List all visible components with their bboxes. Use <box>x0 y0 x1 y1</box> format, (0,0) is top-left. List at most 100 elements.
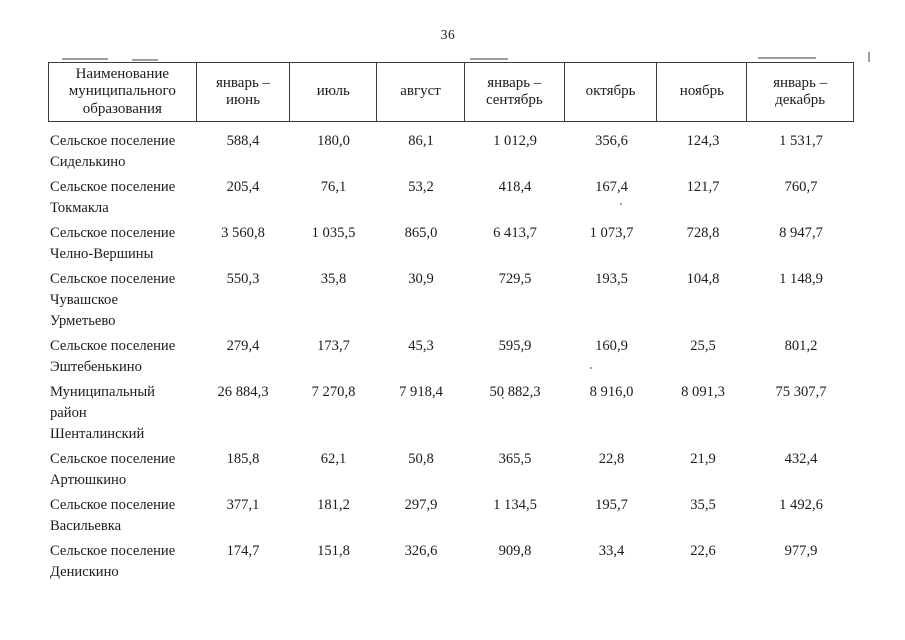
value-cell: 33,4 <box>598 543 625 559</box>
value-cell: 75 307,7 <box>775 384 827 400</box>
column-header-july: июль <box>290 63 378 121</box>
value-cell: 86,1 <box>408 133 434 149</box>
scan-artifact <box>758 57 816 59</box>
municipality-name-cell: Сельское поселение Васильевка <box>50 497 176 534</box>
table-body: Сельское поселение Сиделькино 588,4 180,0 8… <box>48 122 854 583</box>
value-cell: 1 134,5 <box>493 497 537 513</box>
table-row: Сельское поселение Сиделькино 588,4 180,0 8… <box>48 131 854 173</box>
page-number: 36 <box>440 27 456 42</box>
table-row: Сельское поселение Челно-Вершины 3 560,8 1… <box>48 223 854 265</box>
municipality-name-cell: Сельское поселение Токмакла <box>50 179 176 216</box>
municipality-name-cell: Сельское поселение Денискино <box>50 543 176 580</box>
value-cell: 160,9 <box>595 338 628 354</box>
scan-artifact <box>132 59 158 61</box>
value-cell: 181,2 <box>317 497 350 513</box>
value-cell: 356,6 <box>595 133 628 149</box>
value-cell: 8 091,3 <box>681 384 725 400</box>
value-cell: 801,2 <box>784 338 818 354</box>
scan-speck <box>620 203 622 205</box>
scan-artifact <box>868 52 870 62</box>
value-cell: 76,1 <box>320 179 347 195</box>
value-cell: 1 012,9 <box>493 133 537 149</box>
municipality-name-cell: Сельское поселение Эштебенькино <box>50 338 176 375</box>
table-row: Сельское поселение Чувашское Урметьево 55… <box>48 269 854 332</box>
scan-artifact <box>470 58 508 60</box>
value-cell: 432,4 <box>784 451 818 467</box>
value-cell: 22,8 <box>598 451 625 467</box>
column-header-october: октябрь <box>565 63 658 121</box>
table-row: Сельское поселение Токмакла 205,4 76,1 53,2… <box>48 177 854 219</box>
value-cell: 279,4 <box>226 338 260 354</box>
value-cell: 173,7 <box>317 338 350 354</box>
value-cell: 7 918,4 <box>399 384 443 400</box>
value-cell: 21,9 <box>690 451 716 467</box>
value-cell: 167,4 <box>595 179 628 195</box>
value-cell: 8 916,0 <box>589 384 634 400</box>
value-cell: 909,8 <box>498 543 532 559</box>
value-cell: 3 560,8 <box>221 225 265 241</box>
scan-speck <box>590 367 592 369</box>
municipality-name-cell: Сельское поселение Челно-Вершины <box>50 225 176 262</box>
value-cell: 195,7 <box>595 497 628 513</box>
value-cell: 185,8 <box>226 451 260 467</box>
value-cell: 1 531,7 <box>779 133 823 149</box>
value-cell: 1 073,7 <box>589 225 634 241</box>
value-cell: 6 413,7 <box>493 225 537 241</box>
value-cell: 53,2 <box>408 179 434 195</box>
column-header-january-june: январь – июнь <box>197 63 291 121</box>
value-cell: 977,9 <box>784 543 818 559</box>
value-cell: 30,9 <box>408 271 434 287</box>
value-cell: 205,4 <box>226 179 260 195</box>
column-header-municipality-name: Наименование муниципального образования <box>49 63 197 121</box>
value-cell: 174,7 <box>226 543 260 559</box>
municipality-name-cell: Сельское поселение Чувашское Урметьево <box>50 271 176 329</box>
value-cell: 550,3 <box>226 271 260 287</box>
table-row: Сельское поселение Васильевка 377,1 181,2 2… <box>48 495 854 537</box>
value-cell: 35,5 <box>690 497 716 513</box>
value-cell: 1 492,6 <box>779 497 823 513</box>
value-cell: 326,6 <box>404 543 438 559</box>
value-cell: 7 270,8 <box>311 384 356 400</box>
table-row: Сельское поселение Денискино 174,7 151,8 32… <box>48 541 854 583</box>
municipal-finance-table: Наименование муниципального образования … <box>48 62 854 587</box>
value-cell: 180,0 <box>317 133 350 149</box>
value-cell: 365,5 <box>498 451 532 467</box>
value-cell: 760,7 <box>784 179 818 195</box>
value-cell: 121,7 <box>686 179 720 195</box>
value-cell: 35,8 <box>320 271 347 287</box>
table-row: Муниципальный район Шенталинский 26 884,3… <box>48 382 854 445</box>
value-cell: 595,9 <box>498 338 532 354</box>
column-header-august: август <box>377 63 465 121</box>
municipality-name-cell: Муниципальный район Шенталинский <box>50 384 155 442</box>
table-row: Сельское поселение Артюшкино 185,8 62,1 50,… <box>48 449 854 491</box>
scan-speck <box>502 397 504 399</box>
value-cell: 1 148,9 <box>779 271 823 287</box>
municipality-name-cell: Сельское поселение Артюшкино <box>50 451 176 488</box>
value-cell: 8 947,7 <box>779 225 823 241</box>
column-header-january-december: январь – декабрь <box>773 74 828 109</box>
scan-artifact <box>62 58 108 60</box>
value-cell: 26 884,3 <box>217 384 269 400</box>
column-header-november: ноябрь <box>657 63 748 121</box>
value-cell: 297,9 <box>404 497 438 513</box>
value-cell: 50 882,3 <box>489 384 541 400</box>
table-header-row: Наименование муниципального образования … <box>48 62 854 122</box>
value-cell: 193,5 <box>595 271 628 287</box>
value-cell: 865,0 <box>404 225 438 241</box>
value-cell: 124,3 <box>686 133 720 149</box>
value-cell: 588,4 <box>226 133 260 149</box>
value-cell: 1 035,5 <box>311 225 356 241</box>
table-row: Сельское поселение Эштебенькино 279,4 173,… <box>48 336 854 378</box>
value-cell: 22,6 <box>690 543 716 559</box>
value-cell: 418,4 <box>498 179 532 195</box>
column-header-january-september: январь – сентябрь <box>465 63 565 121</box>
value-cell: 377,1 <box>226 497 260 513</box>
value-cell: 104,8 <box>686 271 720 287</box>
value-cell: 728,8 <box>686 225 720 241</box>
value-cell: 151,8 <box>317 543 350 559</box>
value-cell: 50,8 <box>408 451 434 467</box>
value-cell: 25,5 <box>690 338 716 354</box>
value-cell: 45,3 <box>408 338 434 354</box>
value-cell: 62,1 <box>320 451 347 467</box>
